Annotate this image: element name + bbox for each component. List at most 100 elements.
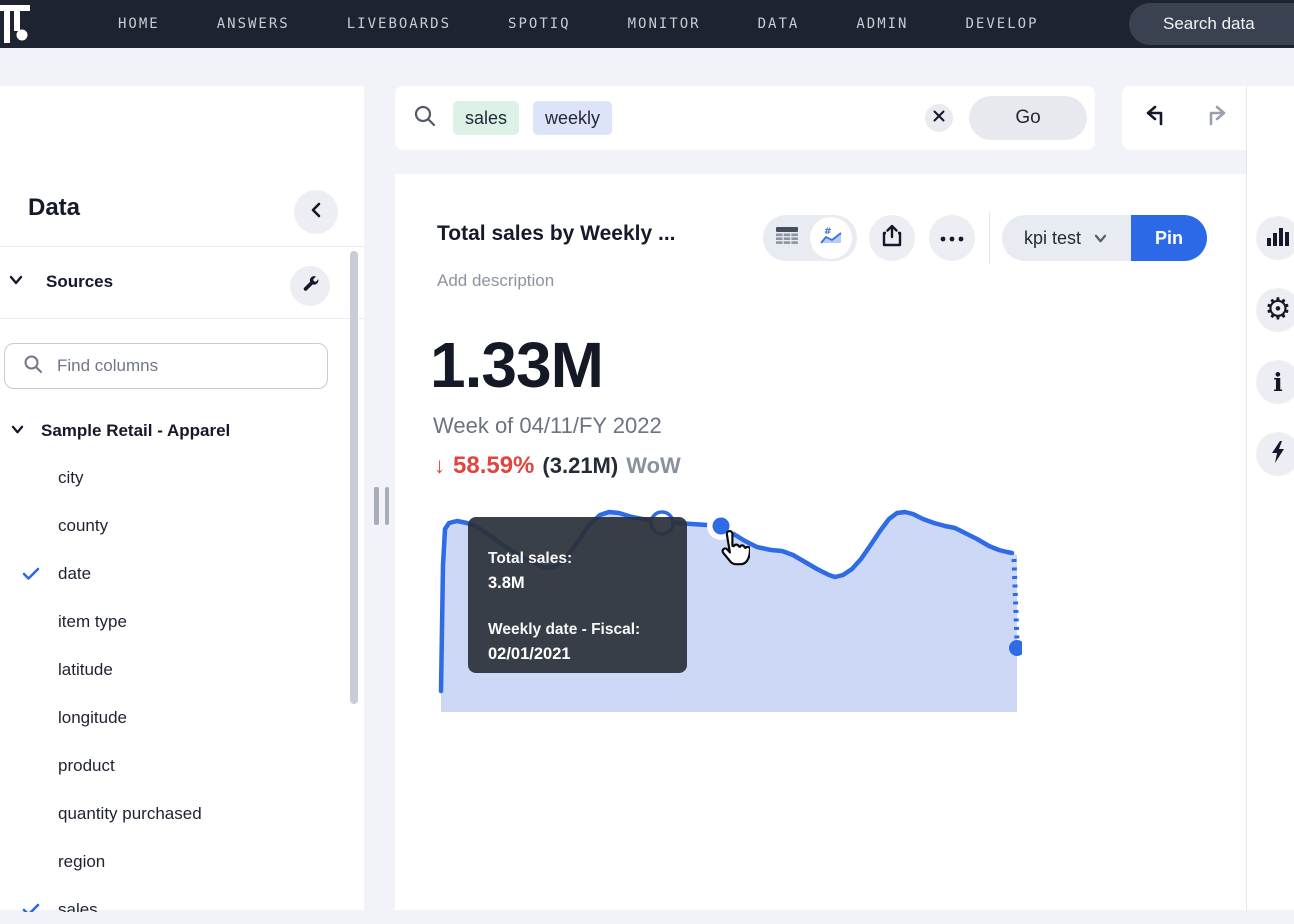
panel-resize-handle[interactable]: [374, 487, 391, 525]
column-label: date: [58, 564, 92, 583]
kpi-value: 1.33M: [430, 329, 604, 401]
chart-view-button-selected[interactable]: #: [810, 217, 852, 259]
search-bar[interactable]: sales weekly Go: [395, 86, 1095, 150]
nav-item-spotiq[interactable]: SPOTIQ: [508, 16, 571, 32]
table-view-button[interactable]: [763, 226, 810, 250]
kpi-change-percent: 58.59%: [453, 452, 535, 479]
column-label: region: [58, 852, 106, 871]
chevron-down-icon: [8, 273, 24, 291]
column-item-sales[interactable]: sales: [0, 886, 346, 912]
cursor-pointer: [712, 530, 752, 577]
column-item-product[interactable]: product: [0, 742, 346, 790]
undo-button[interactable]: [1144, 103, 1170, 134]
configure-button[interactable]: ⚙: [1256, 288, 1294, 332]
search-icon: [413, 104, 437, 133]
find-columns-input[interactable]: Find columns: [4, 343, 328, 389]
chart-end-point[interactable]: [1009, 640, 1025, 656]
lightning-icon: [1269, 440, 1287, 469]
search-token-weekly[interactable]: weekly: [533, 101, 613, 135]
wrench-icon: [300, 274, 320, 299]
info-icon: i: [1273, 367, 1283, 397]
source-item[interactable]: Sample Retail - Apparel: [0, 408, 346, 454]
column-label: product: [58, 756, 115, 775]
chevron-left-icon: [309, 200, 323, 225]
sources-label: Sources: [46, 272, 114, 291]
kpi-period: Week of 04/11/FY 2022: [433, 413, 662, 438]
chevron-down-icon: [1093, 228, 1108, 249]
thoughtspot-logo-icon[interactable]: [0, 0, 70, 48]
column-label: sales: [58, 900, 98, 912]
column-item-county[interactable]: county: [0, 502, 346, 550]
top-nav: HOME ANSWERS LIVEBOARDS SPOTIQ MONITOR DATA AD…: [0, 0, 1294, 48]
find-columns-placeholder: Find columns: [57, 356, 159, 375]
more-options-button[interactable]: [929, 215, 975, 261]
collapse-panel-button[interactable]: [294, 190, 338, 234]
chart-type-dropdown[interactable]: kpi test: [1002, 215, 1131, 261]
search-data-button[interactable]: Search data: [1129, 3, 1294, 45]
chevron-down-icon: [10, 422, 25, 440]
change-visualization-button[interactable]: [1256, 216, 1294, 260]
tooltip-metric-value: 3.8M: [488, 574, 525, 593]
column-item-latitude[interactable]: latitude: [0, 646, 346, 694]
source-name: Sample Retail - Apparel: [41, 421, 231, 440]
column-item-date[interactable]: date: [0, 550, 346, 598]
kpi-change-label: WoW: [626, 453, 681, 478]
svg-text:#: #: [824, 227, 832, 237]
tooltip-dimension-value: 02/01/2021: [488, 644, 571, 663]
tooltip-dimension-label: Weekly date - Fiscal:: [488, 620, 641, 638]
chart-tooltip: Total sales: 3.8M Weekly date - Fiscal: …: [468, 517, 687, 673]
area-chart-icon: #: [819, 226, 843, 251]
column-label: city: [58, 468, 84, 487]
data-panel: Data Sources Find columns Sample Retai: [0, 86, 364, 912]
column-item-region[interactable]: region: [0, 838, 346, 886]
manage-sources-button[interactable]: [290, 266, 330, 306]
divider: [0, 246, 364, 247]
divider: [0, 318, 364, 319]
column-label: latitude: [58, 660, 113, 679]
clear-search-button[interactable]: [925, 104, 953, 132]
nav-item-home[interactable]: HOME: [118, 16, 160, 32]
share-button[interactable]: [869, 215, 915, 261]
column-item-item-type[interactable]: item type: [0, 598, 346, 646]
go-button[interactable]: Go: [969, 96, 1087, 140]
nav-item-develop[interactable]: DEVELOP: [965, 16, 1039, 32]
tooltip-metric-label: Total sales:: [488, 550, 573, 567]
add-description[interactable]: Add description: [437, 271, 555, 290]
gear-icon: ⚙: [1264, 293, 1292, 326]
column-item-longitude[interactable]: longitude: [0, 694, 346, 742]
column-label: longitude: [58, 708, 128, 727]
column-label: item type: [58, 612, 127, 631]
kpi-change: ↓ 58.59% (3.21M) WoW: [434, 452, 681, 480]
column-label: county: [58, 516, 109, 535]
ellipsis-icon: [940, 229, 964, 247]
search-token-sales[interactable]: sales: [453, 101, 520, 135]
sidebar-scrollbar[interactable]: [350, 251, 358, 704]
chart-type-dropdown-value: kpi test: [1024, 227, 1082, 248]
close-icon: [933, 109, 945, 127]
check-icon: [22, 903, 40, 912]
divider: [989, 212, 990, 264]
columns-list: Sample Retail - Apparel city county date it…: [0, 408, 346, 912]
share-icon: [882, 224, 902, 252]
column-label: quantity purchased: [58, 804, 202, 823]
table-icon: [775, 226, 798, 250]
nav-item-answers[interactable]: ANSWERS: [216, 16, 290, 32]
answer-title[interactable]: Total sales by Weekly ...: [437, 222, 676, 245]
spotiq-button[interactable]: [1256, 432, 1294, 476]
column-item-city[interactable]: city: [0, 454, 346, 502]
bar-chart-icon: [1267, 226, 1289, 251]
details-button[interactable]: i: [1256, 360, 1294, 404]
kpi-previous-value: (3.21M): [542, 453, 619, 478]
nav-item-monitor[interactable]: MONITOR: [627, 16, 701, 32]
right-rail: [1246, 86, 1294, 910]
data-panel-title: Data: [28, 194, 81, 221]
nav-item-admin[interactable]: ADMIN: [856, 16, 909, 32]
nav-item-data[interactable]: DATA: [757, 16, 800, 32]
column-item-quantity-purchased[interactable]: quantity purchased: [0, 790, 346, 838]
pin-button[interactable]: Pin: [1131, 215, 1207, 261]
view-toggle: #: [763, 215, 857, 261]
redo-button[interactable]: [1202, 103, 1228, 134]
search-icon: [23, 354, 43, 379]
nav-item-liveboards[interactable]: LIVEBOARDS: [346, 16, 452, 32]
sources-header[interactable]: Sources: [8, 272, 113, 292]
